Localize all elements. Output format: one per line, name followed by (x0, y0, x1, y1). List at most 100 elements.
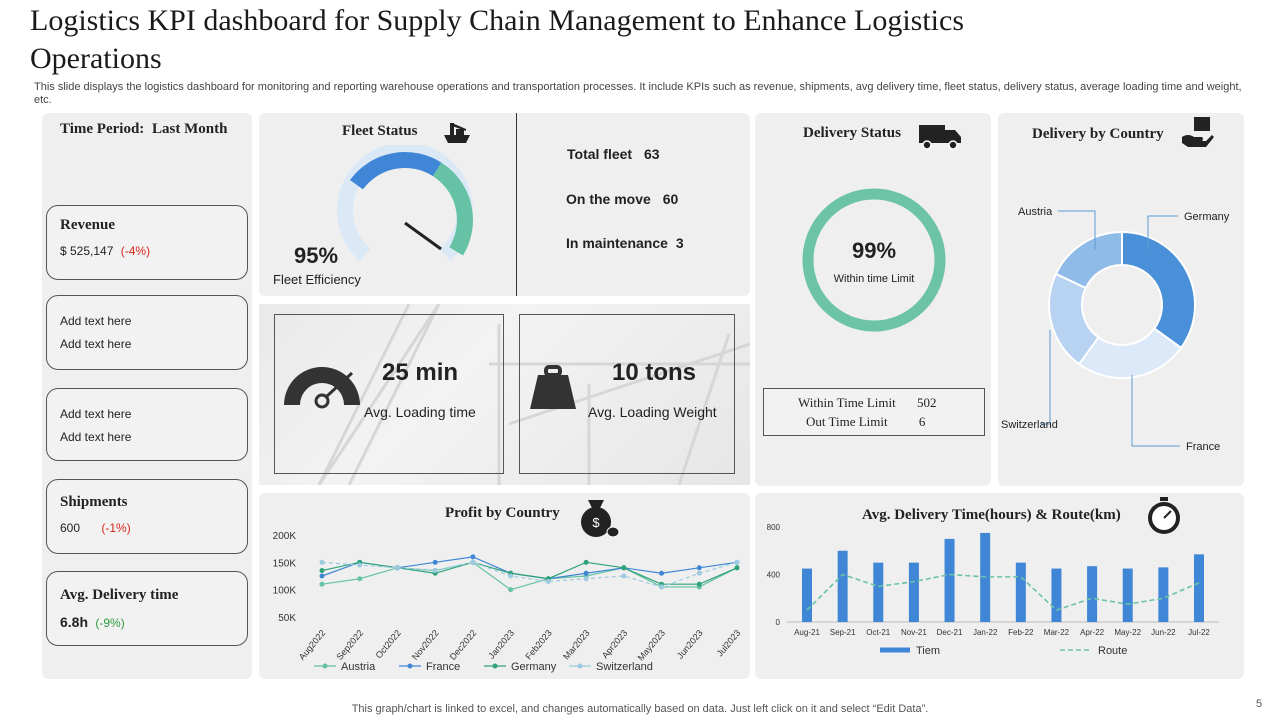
loading-time-value: 25 min (382, 359, 459, 386)
donut-leader-line (1147, 215, 1178, 250)
revenue-change: (-4%) (120, 244, 151, 258)
avg-delivery-value-row: 6.8h (-9%) (60, 614, 125, 630)
loading-time-box (274, 314, 504, 474)
fleet-maintenance-label: In maintenance (566, 235, 668, 251)
fleet-status-title: Fleet Status (342, 123, 418, 139)
profit-legend-marker (407, 663, 413, 669)
loading-panel (259, 304, 750, 485)
truck-icon (919, 125, 961, 150)
bar-x-tick: May-22 (1114, 628, 1141, 637)
bar-x-tick: Nov-21 (901, 628, 927, 637)
avg-delivery-label: Avg. Delivery time (60, 587, 179, 603)
bar-apr-22 (1087, 566, 1098, 622)
donut-slice-france (1077, 327, 1183, 379)
revenue-value: $ 525,147 (60, 244, 114, 258)
within-time-value: 502 (916, 395, 937, 410)
shipments-value-row: 600 (-1%) (60, 521, 131, 535)
bar-jun-22 (1158, 567, 1169, 622)
bar-y-tick: 400 (767, 571, 781, 580)
bar-x-tick: Jul-22 (1188, 628, 1210, 637)
profit-point (659, 570, 665, 576)
shipments-value: 600 (60, 521, 81, 535)
profit-point (432, 559, 438, 565)
loading-weight-box (519, 314, 735, 474)
time-period-value: Last Month (152, 121, 228, 137)
profit-point (508, 587, 514, 593)
profit-country-title: Profit by Country (445, 505, 560, 521)
money-bag-icon: $ (581, 500, 620, 538)
fleet-total-label: Total fleet (567, 146, 633, 162)
profit-x-tick: Jun2023 (675, 628, 705, 661)
loading-time-label: Avg. Loading time (364, 404, 476, 420)
delivery-time-title: Avg. Delivery Time(hours) & Route(km) (862, 507, 1121, 523)
delivery-status-pct: 99% (851, 238, 897, 263)
profit-x-tick: Nov2022 (410, 628, 441, 662)
profit-point (621, 573, 627, 579)
bar-may-22 (1122, 568, 1133, 622)
fleet-total: Total fleet 63 (567, 146, 660, 162)
speedometer-icon (284, 367, 360, 409)
stopwatch-icon (1148, 497, 1180, 534)
fleet-divider (516, 113, 517, 296)
bar-x-tick: Mar-22 (1044, 628, 1070, 637)
fleet-efficiency-value: 95% (294, 243, 339, 268)
bar-nov-21 (908, 562, 919, 622)
profit-point (583, 559, 589, 565)
page-number: 5 (1256, 698, 1263, 710)
profit-legend-germany: Germany (511, 661, 557, 673)
loading-weight-label: Avg. Loading Weight (588, 404, 717, 420)
profit-point (357, 576, 363, 582)
bar-x-tick: Sep-21 (830, 628, 856, 637)
within-time-row: Within Time Limit 502 (798, 395, 936, 411)
profit-point (734, 565, 740, 571)
profit-x-tick: Oct2022 (373, 628, 403, 660)
profit-point (583, 576, 589, 582)
profit-country-panel (259, 493, 750, 679)
shipments-change: (-1%) (101, 521, 131, 535)
route-line (806, 573, 1200, 612)
profit-series-germany (321, 561, 738, 585)
profit-x-tick: Sep2022 (334, 628, 365, 662)
ship-crane-icon (444, 123, 470, 143)
placeholder-card-2: Add text here Add text here (46, 388, 248, 461)
profit-point (621, 565, 627, 571)
shipments-label: Shipments (60, 494, 128, 510)
bar-legend-tiem: Tiem (916, 645, 940, 657)
time-period: Time Period: Last Month (60, 121, 227, 138)
loading-weight-value: 10 tons (612, 359, 697, 386)
profit-point (734, 559, 740, 565)
delivery-status-ring-arc (802, 188, 946, 332)
out-time-row: Out Time Limit 6 (806, 414, 925, 430)
profit-series-austria (321, 561, 738, 591)
profit-x-tick: Mar2023 (561, 628, 591, 662)
page-title: Logistics KPI dashboard for Supply Chain… (30, 4, 964, 75)
bar-x-tick: Jun-22 (1151, 628, 1176, 637)
delivery-status-table: Within Time Limit 502 Out Time Limit 6 (763, 388, 985, 436)
bar-x-tick: Dec-21 (937, 628, 963, 637)
donut-label: Austria (1018, 206, 1053, 218)
profit-point (696, 570, 702, 576)
delivery-country-title: Delivery by Country (1032, 126, 1164, 142)
profit-x-tick: Feb2023 (523, 628, 553, 662)
bar-y-tick: 800 (767, 523, 781, 532)
bar-oct-21 (873, 562, 884, 622)
donut-label: France (1186, 441, 1220, 453)
shipments-card: Shipments 600 (-1%) (46, 479, 248, 554)
profit-point (545, 578, 551, 584)
bar-sep-21 (837, 550, 848, 622)
profit-point (319, 573, 325, 579)
profit-point (432, 568, 438, 574)
profit-legend-marker (492, 663, 498, 669)
profit-point (319, 581, 325, 587)
donut-leader-line (1058, 210, 1096, 250)
fleet-moving-value: 60 (662, 191, 679, 207)
profit-y-tick: 50K (278, 613, 296, 624)
profit-point (357, 562, 363, 568)
profit-point (696, 581, 702, 587)
profit-point (319, 559, 325, 565)
fleet-efficiency-gauge (337, 145, 473, 261)
page-subtitle: This slide displays the logistics dashbo… (34, 81, 1242, 106)
placeholder-text: Add text here (60, 407, 132, 421)
profit-legend-switzerland: Switzerland (596, 661, 653, 673)
delivery-status-title: Delivery Status (803, 125, 901, 141)
